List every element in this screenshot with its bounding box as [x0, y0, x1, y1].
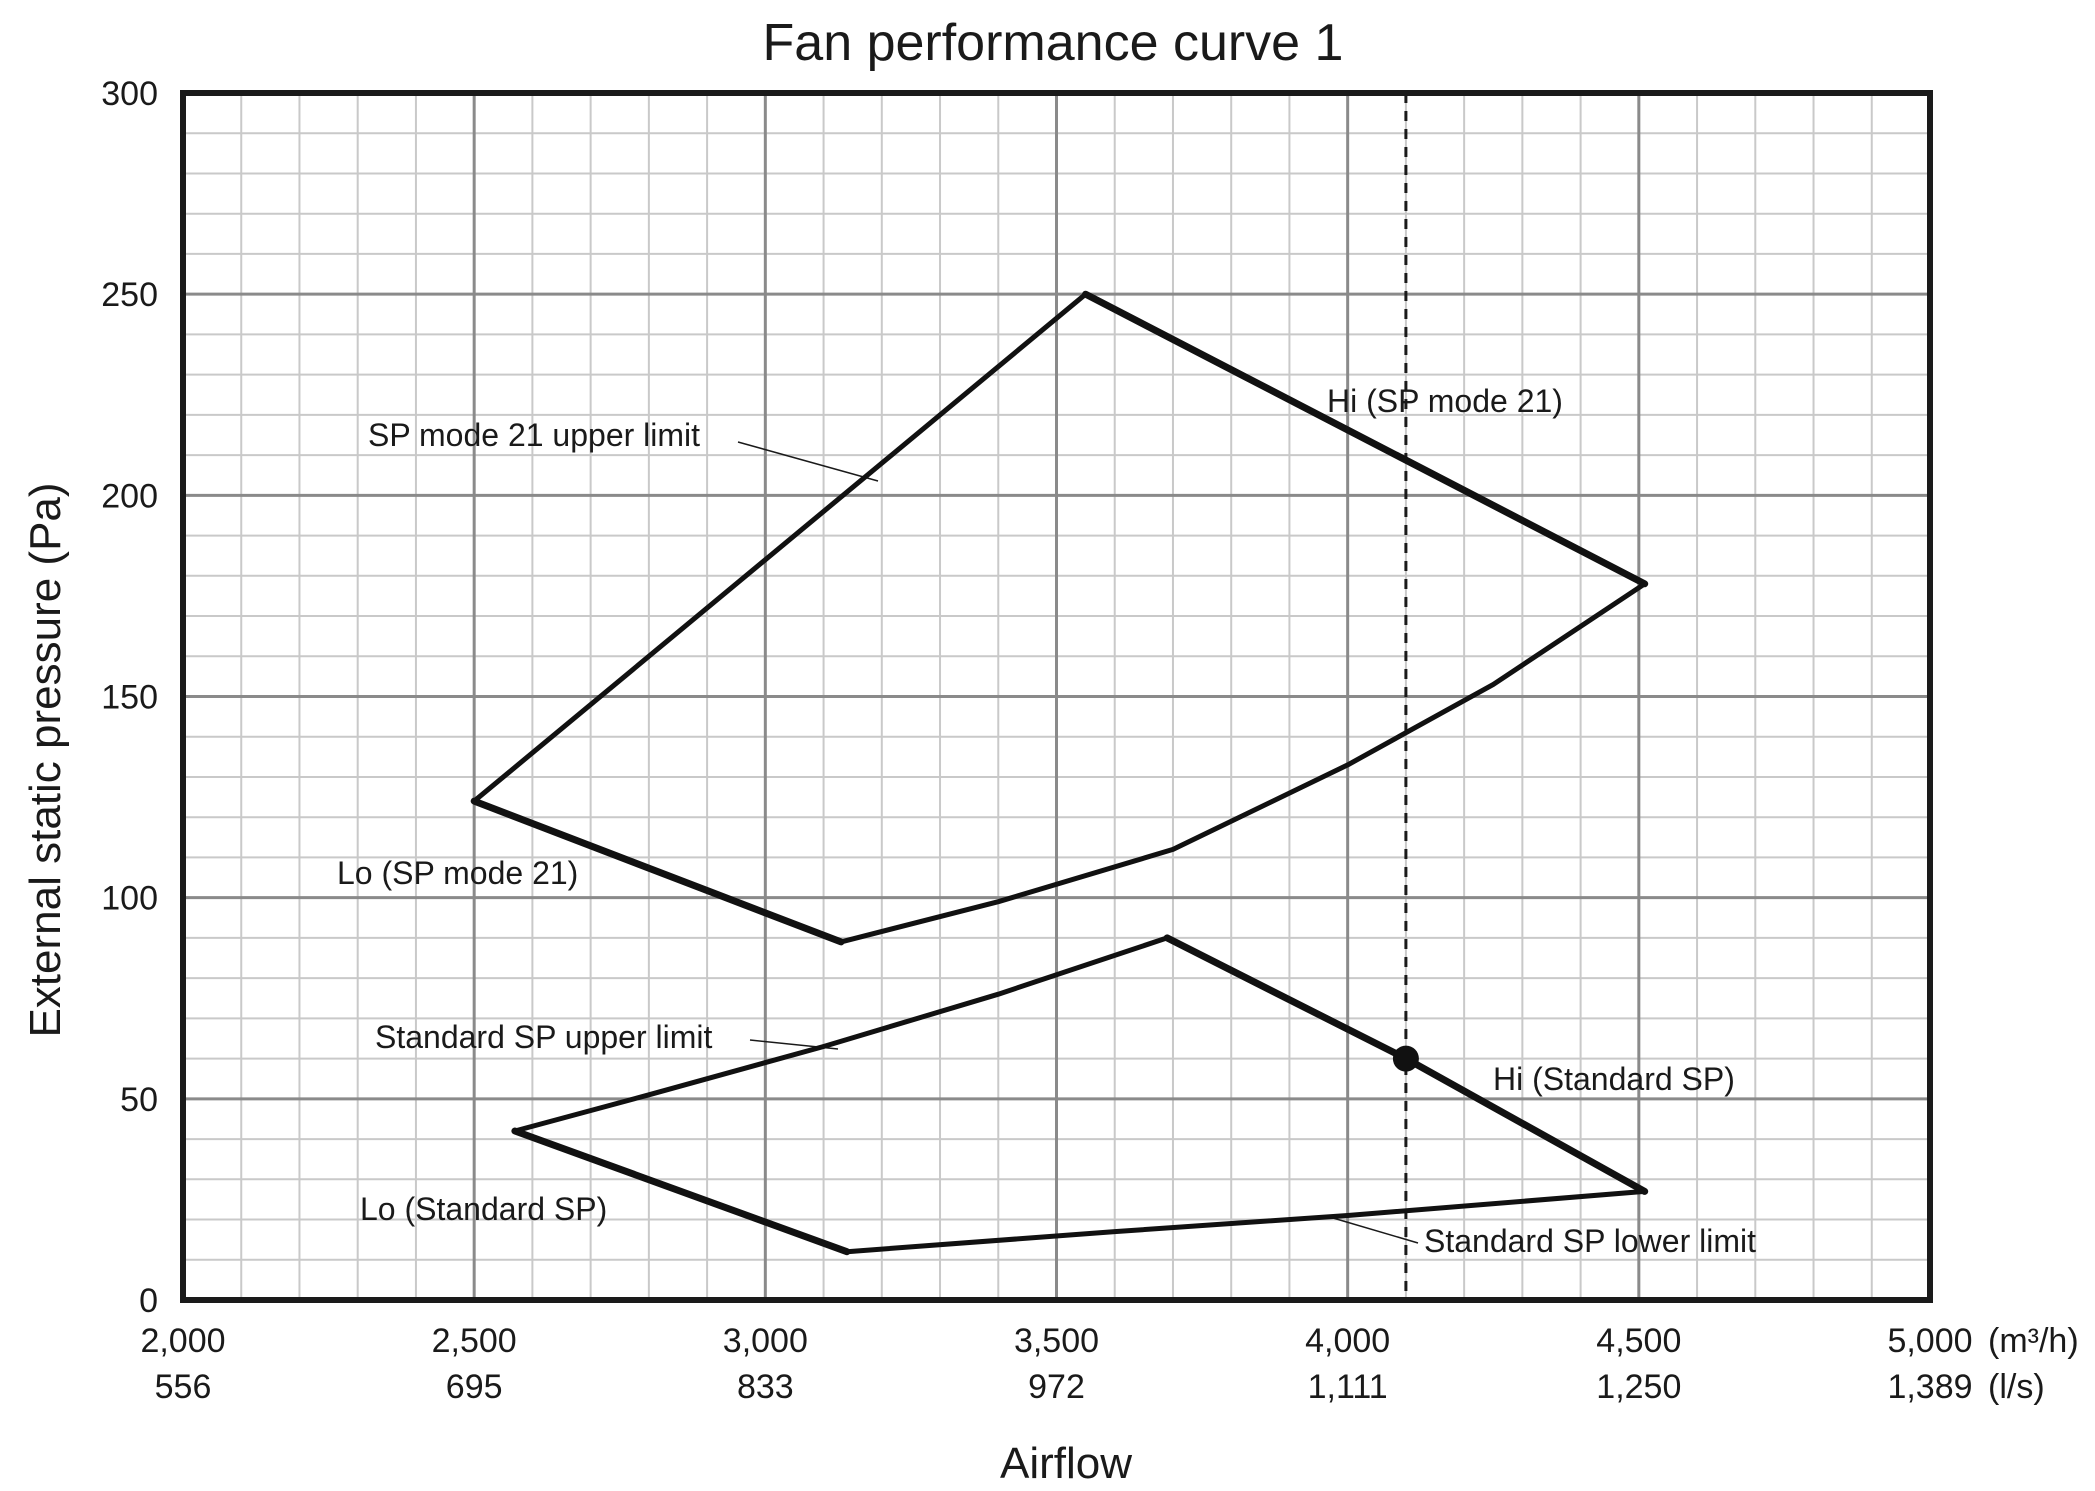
- marker-group: [1392, 1045, 1419, 1072]
- x-tick-label-secondary: 972: [1028, 1368, 1085, 1406]
- tick-labels: 2,000 556 2,500 695 3,000 833 3,500 972 4,000 1,1…: [101, 75, 1972, 1406]
- x-unit-primary: (m³/h): [1988, 1322, 2079, 1360]
- series-line-sp21-lo: [470, 797, 845, 946]
- y-tick-label: 150: [101, 679, 158, 717]
- series-line-sp21-lower: [838, 581, 1648, 945]
- plot-frame: [180, 90, 1933, 1303]
- x-tick-label-secondary: 1,250: [1596, 1368, 1681, 1406]
- y-tick-label: 200: [101, 477, 158, 515]
- y-tick-label: 250: [101, 276, 158, 314]
- annotation-std-lower-limit: Standard SP lower limit: [1424, 1223, 1756, 1259]
- grid-major-lines: [181, 91, 1932, 1302]
- leader-sp21-upper-limit: [737, 441, 879, 482]
- x-unit-secondary: (l/s): [1988, 1368, 2045, 1406]
- series-line-std-upper: [512, 935, 1170, 1134]
- x-tick-label-secondary: 1,111: [1308, 1368, 1388, 1406]
- x-axis-title: Airflow: [1000, 1439, 1132, 1488]
- x-tick-label-primary: 4,000: [1305, 1322, 1390, 1360]
- x-tick-label-secondary: 833: [737, 1368, 794, 1406]
- y-tick-label: 100: [101, 880, 158, 918]
- x-tick-label-primary: 2,000: [140, 1322, 225, 1360]
- annotation-sp21-upper-limit: SP mode 21 upper limit: [368, 417, 700, 453]
- operating-point-marker: [1392, 1045, 1419, 1072]
- chart-title: Fan performance curve 1: [763, 14, 1344, 72]
- annotation-leader-lines: [737, 441, 1419, 1244]
- x-tick-label-primary: 4,500: [1596, 1322, 1681, 1360]
- x-tick-label-secondary: 556: [155, 1368, 212, 1406]
- x-tick-label-primary: 2,500: [432, 1322, 517, 1360]
- series-line-std-lo: [511, 1127, 851, 1256]
- annotation-std-upper-limit: Standard SP upper limit: [375, 1019, 712, 1055]
- y-tick-label: 0: [139, 1282, 158, 1320]
- annotation-sp21-lo: Lo (SP mode 21): [337, 855, 578, 891]
- x-tick-label-secondary: 695: [446, 1368, 503, 1406]
- series-line-std-lower: [844, 1188, 1648, 1255]
- series-line-sp21-upper: [471, 291, 1089, 804]
- annotation-sp21-hi: Hi (SP mode 21): [1327, 383, 1563, 419]
- y-tick-label: 300: [101, 75, 158, 113]
- annotation-std-hi: Hi (Standard SP): [1493, 1061, 1735, 1097]
- x-tick-label-primary: 5,000: [1887, 1322, 1972, 1360]
- y-tick-label: 50: [120, 1081, 158, 1119]
- x-tick-label-secondary: 1,389: [1887, 1368, 1972, 1406]
- x-tick-label-primary: 3,500: [1014, 1322, 1099, 1360]
- series-line-sp21-hi: [1082, 290, 1649, 588]
- y-axis-title: External static pressure (Pa): [21, 482, 70, 1037]
- annotation-std-lo: Lo (Standard SP): [360, 1191, 607, 1227]
- leader-std-lower-limit: [1332, 1217, 1419, 1244]
- x-tick-label-primary: 3,000: [723, 1322, 808, 1360]
